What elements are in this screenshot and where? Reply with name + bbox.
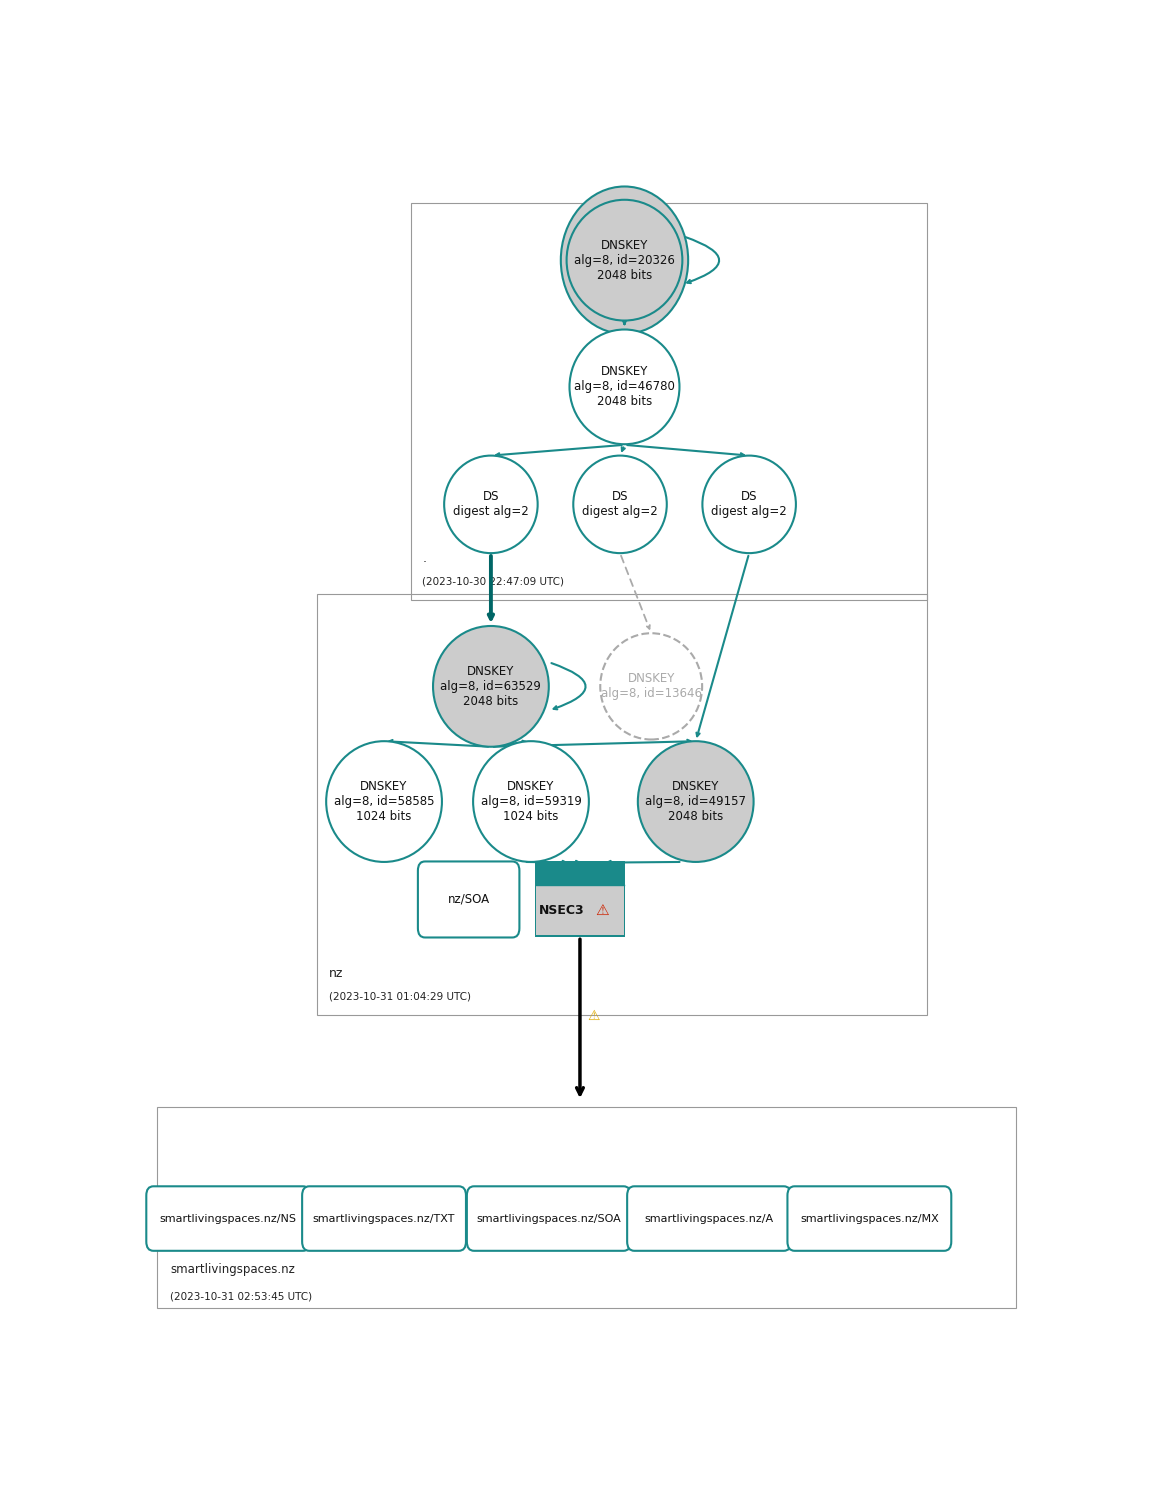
Text: smartlivingspaces.nz/A: smartlivingspaces.nz/A [645,1213,773,1224]
FancyBboxPatch shape [537,886,624,935]
Ellipse shape [702,456,796,554]
Text: DNSKEY
alg=8, id=59319
1024 bits: DNSKEY alg=8, id=59319 1024 bits [480,779,581,823]
Text: NSEC3: NSEC3 [539,904,585,917]
FancyBboxPatch shape [534,862,625,938]
Ellipse shape [561,187,688,334]
Ellipse shape [445,456,538,554]
Text: DNSKEY
alg=8, id=20326
2048 bits: DNSKEY alg=8, id=20326 2048 bits [574,239,674,281]
Text: DNSKEY
alg=8, id=63529
2048 bits: DNSKEY alg=8, id=63529 2048 bits [440,664,541,708]
Text: smartlivingspaces.nz/SOA: smartlivingspaces.nz/SOA [477,1213,622,1224]
Text: DNSKEY
alg=8, id=49157
2048 bits: DNSKEY alg=8, id=49157 2048 bits [646,779,746,823]
FancyBboxPatch shape [537,863,624,886]
Text: nz/SOA: nz/SOA [448,893,489,907]
Text: (2023-10-31 01:04:29 UTC): (2023-10-31 01:04:29 UTC) [329,992,471,1002]
FancyBboxPatch shape [787,1186,951,1251]
Bar [317,594,927,1014]
FancyBboxPatch shape [302,1186,466,1251]
FancyBboxPatch shape [146,1186,310,1251]
FancyBboxPatch shape [627,1186,791,1251]
Ellipse shape [433,625,549,747]
Text: smartlivingspaces.nz/TXT: smartlivingspaces.nz/TXT [313,1213,455,1224]
FancyBboxPatch shape [466,1186,631,1251]
Text: ⚠: ⚠ [587,1008,600,1023]
Text: DS
digest alg=2: DS digest alg=2 [453,491,529,518]
Ellipse shape [570,329,679,444]
Ellipse shape [566,200,683,320]
Ellipse shape [600,633,702,739]
Text: DNSKEY
alg=8, id=58585
1024 bits: DNSKEY alg=8, id=58585 1024 bits [334,779,434,823]
Ellipse shape [573,456,666,554]
Text: DNSKEY
alg=8, id=46780
2048 bits: DNSKEY alg=8, id=46780 2048 bits [574,365,674,408]
Text: nz: nz [329,966,344,980]
Ellipse shape [473,741,589,862]
Text: (2023-10-30 22:47:09 UTC): (2023-10-30 22:47:09 UTC) [423,577,564,586]
Text: ⚠: ⚠ [595,902,609,917]
Text: (2023-10-31 02:53:45 UTC): (2023-10-31 02:53:45 UTC) [170,1291,313,1302]
Text: smartlivingspaces.nz: smartlivingspaces.nz [170,1263,295,1276]
Text: DS
digest alg=2: DS digest alg=2 [583,491,658,518]
Text: smartlivingspaces.nz/NS: smartlivingspaces.nz/NS [160,1213,296,1224]
Ellipse shape [638,741,754,862]
Bar [157,1107,1017,1309]
Bar [411,202,927,600]
Text: .: . [423,552,426,565]
Text: DNSKEY
alg=8, id=13646: DNSKEY alg=8, id=13646 [601,672,702,700]
Text: DS
digest alg=2: DS digest alg=2 [711,491,787,518]
Text: smartlivingspaces.nz/MX: smartlivingspaces.nz/MX [800,1213,939,1224]
FancyBboxPatch shape [418,862,519,938]
Ellipse shape [326,741,442,862]
